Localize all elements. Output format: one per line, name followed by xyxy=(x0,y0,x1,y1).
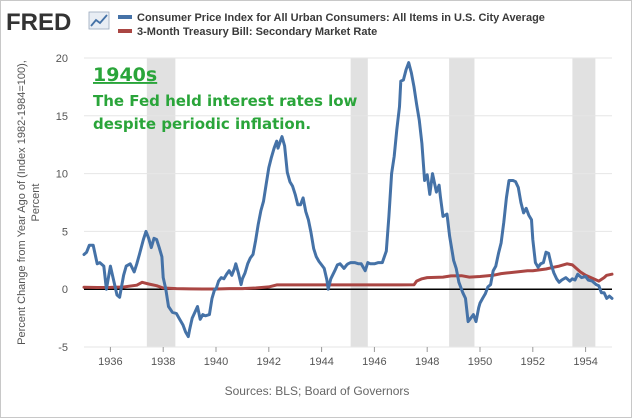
x-tick-label: 1936 xyxy=(98,356,122,368)
x-tick-label: 1942 xyxy=(257,356,281,368)
x-tick-label: 1944 xyxy=(309,356,333,368)
x-axis: 1936 1938 1940 1942 1944 1946 1948 1950 1952 1954 xyxy=(98,347,598,368)
y-axis-title-line-2: Percent xyxy=(30,184,42,222)
x-tick-label: 1938 xyxy=(151,356,175,368)
x-tick-label: 1948 xyxy=(415,356,439,368)
annotation-title: 1940s xyxy=(93,64,157,86)
y-tick-label: -5 xyxy=(58,342,68,354)
y-tick-label: 0 xyxy=(62,284,68,296)
x-tick-label: 1946 xyxy=(362,356,386,368)
annotation-block: 1940s The Fed held interest rates low desp… xyxy=(93,64,358,133)
recession-band xyxy=(350,58,368,347)
recession-band xyxy=(449,58,475,347)
fred-logo[interactable]: FRED xyxy=(6,9,110,36)
x-tick-label: 1940 xyxy=(204,356,228,368)
x-tick-label: 1952 xyxy=(521,356,545,368)
y-tick-label: 20 xyxy=(56,53,68,65)
y-axis-title: Percent Change from Year Ago of (Index 1… xyxy=(16,60,42,345)
recession-bands xyxy=(146,58,596,347)
y-axis-title-line-1: Percent Change from Year Ago of (Index 1… xyxy=(16,60,28,345)
y-tick-label: 5 xyxy=(62,226,68,238)
legend-label-1: Consumer Price Index for All Urban Consu… xyxy=(137,12,545,24)
y-axis: -5 0 5 10 15 20 xyxy=(56,53,68,354)
y-tick-label: 15 xyxy=(56,111,68,123)
recession-band xyxy=(572,58,596,347)
chart-legend: Consumer Price Index for All Urban Consu… xyxy=(118,12,545,38)
annotation-text-1: The Fed held interest rates low xyxy=(93,92,358,110)
series-lines xyxy=(82,61,614,339)
y-tick-label: 10 xyxy=(56,169,68,181)
legend-label-2: 3-Month Treasury Bill: Secondary Market … xyxy=(137,26,377,38)
fred-logo-text: FRED xyxy=(6,9,71,36)
x-tick-label: 1954 xyxy=(573,356,597,368)
annotation-text-2: despite periodic inflation. xyxy=(93,115,311,133)
cpi-series-line xyxy=(82,61,614,339)
x-tick-label: 1950 xyxy=(468,356,492,368)
source-note: Sources: BLS; Board of Governors xyxy=(225,384,410,398)
line-chart-icon xyxy=(88,11,110,30)
recession-band xyxy=(146,58,176,347)
